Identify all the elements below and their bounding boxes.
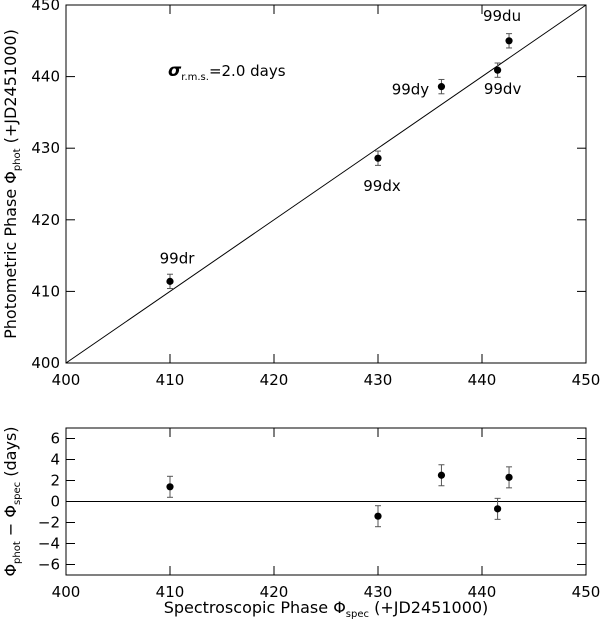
top-x-tick-label: 450 xyxy=(572,371,601,389)
bottom-x-tick-label: 420 xyxy=(260,583,289,601)
point-label: 99du xyxy=(483,7,521,25)
bottom-data-point xyxy=(374,512,382,520)
top-data-point xyxy=(494,66,502,74)
point-label: 99dv xyxy=(484,80,522,98)
bottom-data-point xyxy=(437,471,446,479)
bottom-x-tick-label: 410 xyxy=(156,583,185,601)
bottom-x-tick-label: 400 xyxy=(52,583,81,601)
top-panel: 400 410 420 430 440 450 400 410 420 430 440 450 σr.m… xyxy=(1,0,600,389)
top-x-tick-label: 400 xyxy=(52,371,81,389)
one-to-one-line xyxy=(65,4,587,364)
top-y-tick-label: 430 xyxy=(31,139,60,157)
bottom-y-tick-label: −4 xyxy=(38,535,60,553)
top-x-tick-label: 410 xyxy=(156,371,185,389)
top-y-tick-label: 410 xyxy=(31,282,60,300)
bottom-y-tick-label: 6 xyxy=(50,430,60,448)
top-x-tick-label: 440 xyxy=(468,371,497,389)
top-y-tick-label: 450 xyxy=(31,0,60,14)
top-x-tick-label: 430 xyxy=(364,371,393,389)
bottom-x-tick-label: 450 xyxy=(572,583,601,601)
point-label: 99dx xyxy=(363,177,401,195)
bottom-y-tick-label: 4 xyxy=(50,451,60,469)
bottom-x-tick-label: 430 xyxy=(364,583,393,601)
point-label: 99dy xyxy=(392,81,430,99)
bottom-data-point xyxy=(494,505,502,513)
bottom-data-point xyxy=(505,473,513,481)
bottom-panel: 400 410 420 430 440 450 −6 −4 −2 0 2 4 6 Spectroscopi… xyxy=(1,426,600,620)
bottom-x-tick-label: 440 xyxy=(468,583,497,601)
bottom-y-axis-title: Φphot − Φspec (days) xyxy=(1,426,23,576)
bottom-y-tick-label: 2 xyxy=(50,472,60,490)
bottom-y-tick-label: 0 xyxy=(50,493,60,511)
bottom-y-tick-label: −6 xyxy=(38,556,60,574)
top-data-point xyxy=(505,37,513,45)
top-y-tick-label: 400 xyxy=(31,354,60,372)
bottom-x-axis-title: Spectroscopic Phase Φspec (+JD2451000) xyxy=(164,598,489,620)
top-data-point xyxy=(166,277,174,285)
bottom-y-tick-label: −2 xyxy=(38,514,60,532)
top-y-tick-label: 420 xyxy=(31,211,60,229)
top-y-axis-title: Photometric Phase Φphot (+JD2451000) xyxy=(1,29,23,339)
bottom-data-point xyxy=(166,483,174,491)
top-data-point xyxy=(374,154,382,162)
top-x-tick-label: 420 xyxy=(260,371,289,389)
top-y-tick-label: 440 xyxy=(31,68,60,86)
rms-annotation: σr.m.s.=2.0 days xyxy=(168,61,286,83)
point-label: 99dr xyxy=(160,249,196,267)
top-data-point xyxy=(437,83,446,91)
top-plot-frame xyxy=(65,4,587,364)
